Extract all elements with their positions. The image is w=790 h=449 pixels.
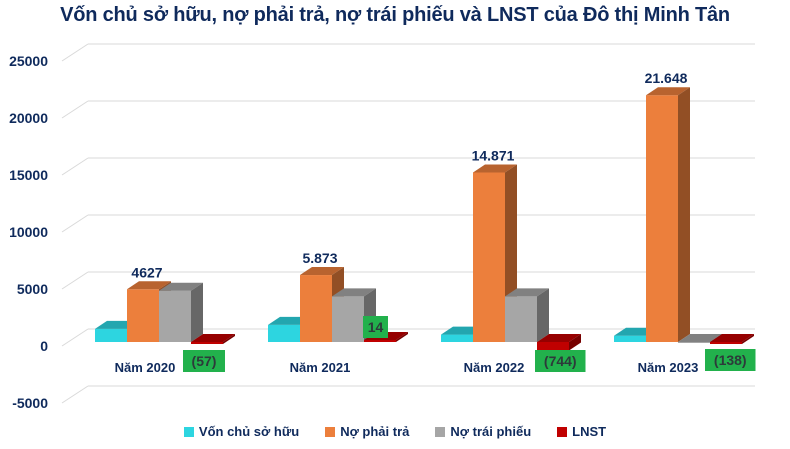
legend-item-lnst: LNST xyxy=(557,424,606,439)
legend-label: Nợ trái phiếu xyxy=(450,424,532,439)
bar-top xyxy=(710,334,754,342)
legend-item-liabilities: Nợ phải trả xyxy=(325,424,409,439)
data-label-lnst: (744) xyxy=(544,353,577,369)
legend-swatch-icon xyxy=(183,426,194,437)
bar xyxy=(441,334,473,342)
legend-swatch-icon xyxy=(435,426,446,437)
data-label-lnst-box xyxy=(535,350,586,372)
x-axis-category: Năm 2023 xyxy=(638,360,699,375)
bar-top xyxy=(646,87,690,96)
bar-side xyxy=(742,334,754,344)
bar-side xyxy=(396,332,408,342)
chart-legend: Vốn chủ sở hữu Nợ phải trả Nợ trái phiếu… xyxy=(0,424,790,439)
bar xyxy=(537,342,569,351)
bar xyxy=(268,324,300,342)
legend-item-equity: Vốn chủ sở hữu xyxy=(183,424,300,439)
bar-top xyxy=(473,164,517,173)
data-label-lnst: (57) xyxy=(192,353,217,369)
bar-side xyxy=(537,288,549,342)
bar xyxy=(614,335,646,342)
bar xyxy=(191,342,223,344)
data-label-lnst-box xyxy=(705,349,756,371)
y-axis-tick: 20000 xyxy=(9,110,48,126)
y-axis-tick: 15000 xyxy=(9,167,48,183)
bar-top xyxy=(300,267,344,276)
data-label-lnst: (138) xyxy=(714,352,747,368)
legend-item-bond-debt: Nợ trái phiếu xyxy=(435,424,531,439)
bar-top xyxy=(159,282,203,291)
chart-title: Vốn chủ sở hữu, nợ phải trả, nợ trái phi… xyxy=(60,4,730,26)
bar xyxy=(678,342,710,343)
bar-side xyxy=(569,334,581,351)
legend-label: Vốn chủ sở hữu xyxy=(198,424,300,439)
bar-top xyxy=(678,334,722,342)
legend-swatch-icon xyxy=(557,426,568,437)
x-axis-category: Năm 2021 xyxy=(290,360,351,375)
bar xyxy=(332,296,364,342)
bar-side xyxy=(223,334,235,344)
bar-top xyxy=(332,288,376,297)
bar xyxy=(364,340,396,342)
bar-top xyxy=(191,334,235,342)
bar xyxy=(127,289,159,342)
data-label-liabilities: 14.871 xyxy=(472,147,515,163)
y-axis-tick: 0 xyxy=(40,338,48,354)
chart-plot-area: 25000 20000 15000 10000 5000 0 -5000 Năm 2020 46… xyxy=(9,43,756,411)
bar xyxy=(646,95,678,342)
bar-top xyxy=(505,288,549,297)
bar-side xyxy=(191,282,203,342)
y-axis-tick: -5000 xyxy=(12,395,48,411)
data-label-lnst-box xyxy=(363,316,388,338)
data-label-liabilities: 21.648 xyxy=(645,70,688,86)
y-axis-tick: 10000 xyxy=(9,224,48,240)
bar xyxy=(159,290,191,342)
bar xyxy=(95,328,127,342)
data-label-liabilities: 4627 xyxy=(131,264,162,280)
data-label-liabilities: 5.873 xyxy=(302,250,337,266)
bar-side xyxy=(678,87,690,342)
bar xyxy=(473,172,505,342)
bar xyxy=(300,275,332,342)
legend-label: Nợ phải trả xyxy=(340,424,410,439)
bar xyxy=(710,342,742,344)
data-label-lnst: 14 xyxy=(368,319,384,335)
legend-swatch-icon xyxy=(325,426,336,437)
legend-label: LNST xyxy=(572,424,607,439)
bar-top xyxy=(537,334,581,342)
x-axis-category: Năm 2020 xyxy=(115,360,176,375)
bar-top xyxy=(127,281,171,290)
y-axis-tick: 5000 xyxy=(17,281,48,297)
bar xyxy=(505,296,537,342)
data-label-lnst-box xyxy=(183,350,225,372)
x-axis-category: Năm 2022 xyxy=(464,360,525,375)
y-axis-tick: 25000 xyxy=(9,53,48,69)
